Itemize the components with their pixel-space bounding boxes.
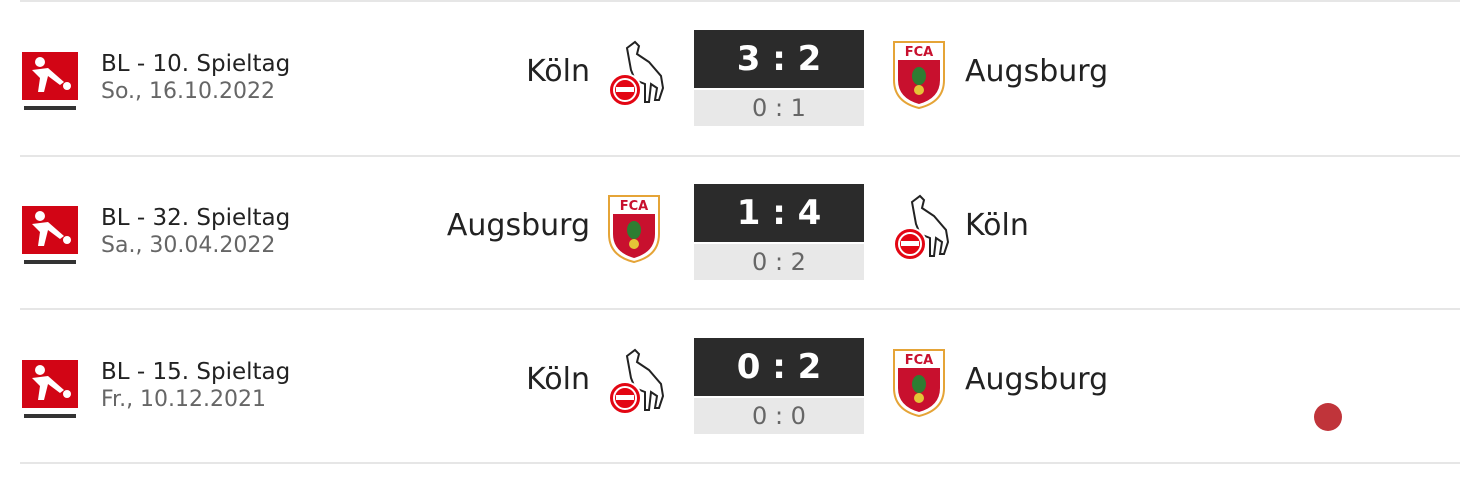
halftime-score: 0 : 1: [694, 90, 864, 126]
koeln-crest-icon: [605, 348, 670, 418]
augsburg-crest-icon: FCA: [605, 194, 670, 264]
match-date: So., 16.10.2022: [101, 79, 275, 104]
away-team[interactable]: Augsburg: [965, 362, 1109, 397]
svg-text:FCA: FCA: [620, 199, 648, 214]
divider: [20, 462, 1460, 464]
divider: [20, 308, 1460, 310]
augsburg-crest-icon: FCA: [890, 40, 948, 110]
halftime-score: 0 : 2: [694, 244, 864, 280]
competition-label: BL - 15. Spieltag: [101, 359, 291, 385]
bundesliga-logo: [20, 52, 80, 114]
final-score[interactable]: 1 : 4: [694, 184, 864, 242]
bundesliga-logo: [20, 206, 80, 268]
home-team[interactable]: Köln: [526, 362, 590, 397]
halftime-score: 0 : 0: [694, 398, 864, 434]
home-team[interactable]: Köln: [526, 54, 590, 89]
away-team[interactable]: Köln: [965, 208, 1029, 243]
augsburg-crest-icon: FCA: [890, 348, 948, 418]
bundesliga-logo: [20, 360, 80, 422]
match-row[interactable]: BL - 10. Spieltag So., 16.10.2022 Köln 3…: [0, 30, 1460, 183]
koeln-crest-icon: [605, 40, 670, 110]
final-score[interactable]: 3 : 2: [694, 30, 864, 88]
status-dot-icon: [1314, 403, 1342, 431]
match-date: Sa., 30.04.2022: [101, 233, 276, 258]
competition-label: BL - 10. Spieltag: [101, 51, 291, 77]
match-row[interactable]: BL - 15. Spieltag Fr., 10.12.2021 Köln 0…: [0, 338, 1460, 491]
svg-text:FCA: FCA: [905, 353, 933, 368]
svg-text:FCA: FCA: [905, 45, 933, 60]
match-date: Fr., 10.12.2021: [101, 387, 267, 412]
divider: [20, 0, 1460, 2]
koeln-crest-icon: [890, 194, 950, 264]
competition-label: BL - 32. Spieltag: [101, 205, 291, 231]
away-team[interactable]: Augsburg: [965, 54, 1109, 89]
final-score[interactable]: 0 : 2: [694, 338, 864, 396]
home-team[interactable]: Augsburg: [446, 208, 590, 243]
match-row[interactable]: BL - 32. Spieltag Sa., 30.04.2022 Augsbu…: [0, 184, 1460, 337]
divider: [20, 155, 1460, 157]
